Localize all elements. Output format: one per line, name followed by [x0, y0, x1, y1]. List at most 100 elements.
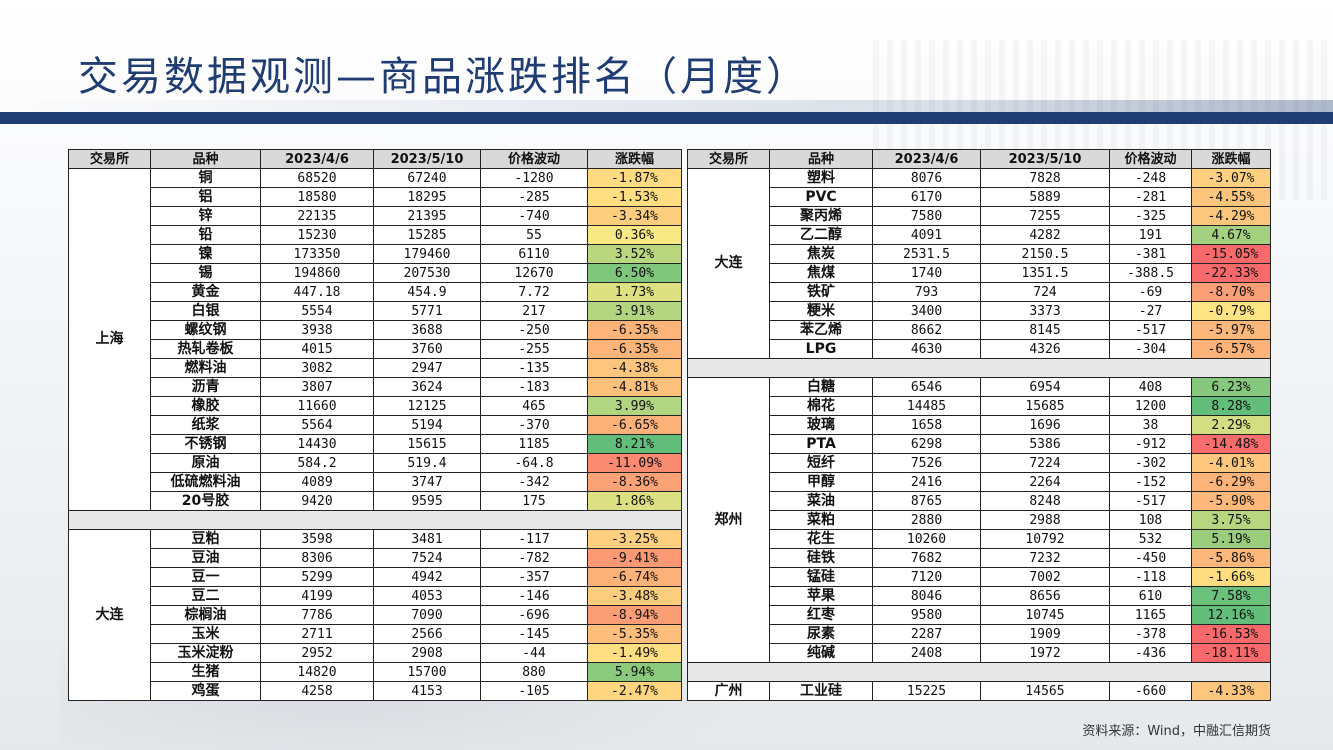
table-row: 20号胶 9420 9595 175 1.86% [69, 491, 682, 511]
price-end-cell: 9595 [373, 491, 481, 511]
separator-cell [687, 662, 1271, 682]
price-start-cell: 7580 [872, 206, 981, 226]
table-row: 锰硅 7120 7002 -118 -1.66% [688, 567, 1271, 587]
table-row: 豆二 4199 4053 -146 -3.48% [69, 586, 682, 606]
table-row: 尿素 2287 1909 -378 -16.53% [688, 624, 1271, 644]
product-cell: LPG [769, 339, 873, 359]
change-percent-cell: 3.52% [587, 244, 682, 264]
change-percent-cell: -18.11% [1191, 643, 1271, 663]
price-change-cell: -145 [480, 624, 588, 644]
change-percent-cell: -1.53% [587, 187, 682, 207]
price-end-cell: 4153 [373, 681, 481, 701]
table-row: 豆一 5299 4942 -357 -6.74% [69, 567, 682, 587]
price-end-cell: 7255 [980, 206, 1110, 226]
table-row: 鸡蛋 4258 4153 -105 -2.47% [69, 681, 682, 701]
price-end-cell: 8145 [980, 320, 1110, 340]
price-start-cell: 14430 [260, 434, 374, 454]
product-cell: 红枣 [769, 605, 873, 625]
header-product: 品种 [769, 149, 873, 169]
exchange-cell: 大连 [687, 168, 770, 359]
product-cell: 硅铁 [769, 548, 873, 568]
price-start-cell: 447.18 [260, 282, 374, 302]
product-cell: 甲醇 [769, 472, 873, 492]
change-percent-cell: -4.38% [587, 358, 682, 378]
price-end-cell: 10745 [980, 605, 1110, 625]
price-change-cell: -64.8 [480, 453, 588, 473]
price-end-cell: 2988 [980, 510, 1110, 530]
price-end-cell: 3624 [373, 377, 481, 397]
product-cell: 玻璃 [769, 415, 873, 435]
price-start-cell: 6170 [872, 187, 981, 207]
price-change-cell: 175 [480, 491, 588, 511]
price-change-cell: -517 [1109, 491, 1192, 511]
table-row: 郑州 白糖 6546 6954 408 6.23% [687, 377, 1271, 663]
product-cell: 锰硅 [769, 567, 873, 587]
table-row: LPG 4630 4326 -304 -6.57% [688, 339, 1271, 359]
product-cell: 螺纹钢 [150, 320, 261, 340]
product-cell: 燃料油 [150, 358, 261, 378]
price-end-cell: 3747 [373, 472, 481, 492]
change-percent-cell: -3.48% [587, 586, 682, 606]
change-percent-cell: -1.87% [587, 168, 682, 188]
price-end-cell: 179460 [373, 244, 481, 264]
product-cell: 菜粕 [769, 510, 873, 530]
product-cell: 苯乙烯 [769, 320, 873, 340]
table-row: 苹果 8046 8656 610 7.58% [688, 586, 1271, 606]
price-change-cell: 12670 [480, 263, 588, 283]
price-start-cell: 3400 [872, 301, 981, 321]
price-end-cell: 519.4 [373, 453, 481, 473]
product-cell: 沥青 [150, 377, 261, 397]
price-start-cell: 2408 [872, 643, 981, 663]
table-row: 棉花 14485 15685 1200 8.28% [688, 396, 1271, 416]
table-row: 红枣 9580 10745 1165 12.16% [688, 605, 1271, 625]
header-date-end: 2023/5/10 [373, 149, 481, 169]
price-change-cell: -118 [1109, 567, 1192, 587]
table-row: 铝 18580 18295 -285 -1.53% [69, 187, 682, 207]
price-end-cell: 4942 [373, 567, 481, 587]
price-change-cell: -250 [480, 320, 588, 340]
change-percent-cell: -6.35% [587, 339, 682, 359]
price-change-cell: -248 [1109, 168, 1192, 188]
table-row: 焦炭 2531.5 2150.5 -381 -15.05% [688, 244, 1271, 264]
price-start-cell: 10260 [872, 529, 981, 549]
product-cell: 豆一 [150, 567, 261, 587]
price-end-cell: 1972 [980, 643, 1110, 663]
product-cell: PTA [769, 434, 873, 454]
header-date-end: 2023/5/10 [980, 149, 1110, 169]
product-cell: 橡胶 [150, 396, 261, 416]
change-percent-cell: -22.33% [1191, 263, 1271, 283]
price-end-cell: 15285 [373, 225, 481, 245]
price-start-cell: 4258 [260, 681, 374, 701]
price-change-cell: 880 [480, 662, 588, 682]
price-start-cell: 5299 [260, 567, 374, 587]
price-end-cell: 10792 [980, 529, 1110, 549]
table-row: 不锈钢 14430 15615 1185 8.21% [69, 434, 682, 454]
price-start-cell: 2416 [872, 472, 981, 492]
price-end-cell: 8656 [980, 586, 1110, 606]
price-end-cell: 7002 [980, 567, 1110, 587]
table-row: 黄金 447.18 454.9 7.72 1.73% [69, 282, 682, 302]
change-percent-cell: -1.66% [1191, 567, 1271, 587]
price-start-cell: 1740 [872, 263, 981, 283]
price-start-cell: 8046 [872, 586, 981, 606]
change-percent-cell: 8.21% [587, 434, 682, 454]
change-percent-cell: -6.57% [1191, 339, 1271, 359]
price-change-cell: 1200 [1109, 396, 1192, 416]
price-change-cell: -27 [1109, 301, 1192, 321]
table-row: 短纤 7526 7224 -302 -4.01% [688, 453, 1271, 473]
price-end-cell: 7224 [980, 453, 1110, 473]
product-cell: 聚丙烯 [769, 206, 873, 226]
change-percent-cell: -1.49% [587, 643, 682, 663]
price-start-cell: 3938 [260, 320, 374, 340]
price-end-cell: 454.9 [373, 282, 481, 302]
change-percent-cell: 5.19% [1191, 529, 1271, 549]
change-percent-cell: -3.07% [1191, 168, 1271, 188]
price-end-cell: 6954 [980, 377, 1110, 397]
price-change-cell: -912 [1109, 434, 1192, 454]
price-change-cell: 532 [1109, 529, 1192, 549]
price-end-cell: 7828 [980, 168, 1110, 188]
table-row: 原油 584.2 519.4 -64.8 -11.09% [69, 453, 682, 473]
table-row: 广州 工业硅 15225 14565 -660 -4.33% [687, 681, 1271, 701]
price-change-cell: 7.72 [480, 282, 588, 302]
price-end-cell: 18295 [373, 187, 481, 207]
